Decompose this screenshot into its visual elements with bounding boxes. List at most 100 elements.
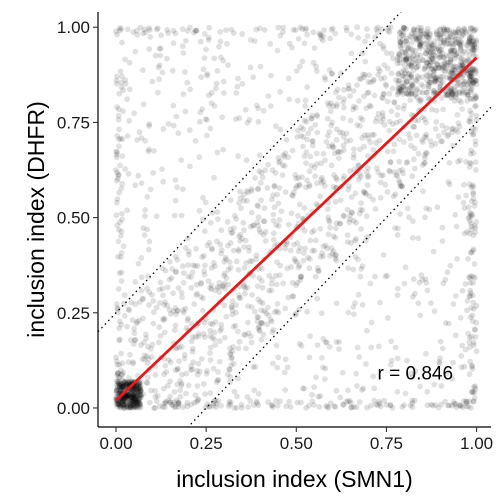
data-point bbox=[295, 264, 302, 271]
data-point bbox=[325, 405, 332, 411]
data-point bbox=[434, 204, 441, 211]
data-point bbox=[221, 272, 227, 279]
data-point bbox=[373, 165, 380, 172]
data-point bbox=[268, 281, 275, 287]
data-point bbox=[130, 404, 136, 411]
data-point bbox=[341, 96, 347, 102]
data-point bbox=[445, 36, 451, 43]
data-point bbox=[434, 46, 440, 52]
data-point bbox=[306, 183, 313, 190]
data-point bbox=[133, 396, 140, 403]
data-point bbox=[313, 150, 320, 157]
data-point bbox=[472, 327, 479, 333]
data-point bbox=[394, 232, 401, 238]
data-point bbox=[135, 382, 141, 389]
data-point bbox=[185, 235, 191, 242]
data-point bbox=[298, 132, 305, 139]
data-point bbox=[115, 381, 122, 388]
data-point bbox=[409, 374, 416, 380]
data-point bbox=[256, 323, 262, 330]
data-point bbox=[256, 275, 263, 281]
data-point bbox=[301, 227, 308, 234]
data-point bbox=[116, 387, 123, 393]
data-point bbox=[116, 325, 123, 331]
data-point bbox=[128, 394, 135, 401]
data-point bbox=[124, 395, 130, 402]
data-point bbox=[388, 50, 395, 57]
data-point bbox=[452, 98, 458, 104]
data-point bbox=[127, 399, 134, 406]
data-point bbox=[387, 402, 394, 409]
data-point bbox=[467, 87, 474, 94]
data-point bbox=[127, 404, 133, 411]
data-point bbox=[411, 397, 418, 404]
data-point bbox=[380, 95, 386, 102]
data-point bbox=[446, 402, 452, 409]
data-point bbox=[194, 383, 201, 389]
data-point bbox=[168, 311, 174, 317]
data-point bbox=[346, 398, 353, 404]
data-point bbox=[467, 73, 473, 79]
data-point bbox=[320, 178, 327, 185]
data-point bbox=[423, 205, 430, 212]
data-point bbox=[136, 392, 142, 399]
data-point bbox=[460, 81, 467, 88]
data-point bbox=[118, 25, 125, 32]
data-point bbox=[252, 363, 259, 370]
data-point bbox=[131, 387, 138, 394]
data-point bbox=[247, 64, 254, 71]
data-point bbox=[135, 402, 142, 409]
data-point bbox=[235, 266, 242, 273]
data-point bbox=[468, 86, 475, 92]
data-point bbox=[193, 245, 200, 252]
data-point bbox=[405, 63, 412, 69]
data-point bbox=[410, 123, 417, 130]
data-point bbox=[120, 381, 127, 387]
data-point bbox=[444, 269, 451, 276]
data-point bbox=[175, 130, 182, 137]
data-point bbox=[437, 74, 444, 80]
data-point bbox=[466, 35, 473, 41]
data-point bbox=[461, 181, 467, 188]
data-point bbox=[433, 76, 439, 83]
data-point bbox=[389, 85, 396, 92]
data-point bbox=[465, 330, 472, 337]
data-point bbox=[127, 404, 134, 410]
data-point bbox=[117, 404, 124, 411]
data-point bbox=[211, 263, 218, 269]
data-point bbox=[129, 391, 135, 398]
data-point bbox=[314, 265, 321, 271]
data-point bbox=[359, 116, 366, 123]
data-point bbox=[406, 70, 412, 77]
data-point bbox=[434, 74, 441, 80]
data-point bbox=[233, 258, 240, 265]
data-point bbox=[438, 401, 445, 408]
data-point bbox=[461, 26, 468, 33]
data-point bbox=[218, 227, 225, 234]
data-point bbox=[402, 73, 408, 80]
data-point bbox=[359, 301, 366, 308]
data-point bbox=[136, 317, 143, 324]
data-point bbox=[395, 71, 402, 78]
data-point bbox=[221, 270, 228, 277]
data-point bbox=[309, 391, 315, 398]
data-point bbox=[131, 403, 138, 410]
data-point bbox=[422, 160, 428, 166]
data-point bbox=[120, 401, 126, 408]
data-point bbox=[296, 182, 303, 189]
data-point bbox=[354, 82, 360, 88]
data-point bbox=[113, 151, 120, 158]
data-point bbox=[120, 87, 126, 94]
data-point bbox=[118, 398, 125, 405]
y-tick-label: 0.00 bbox=[57, 399, 90, 418]
data-point bbox=[133, 392, 140, 398]
data-point bbox=[466, 57, 472, 63]
data-point bbox=[458, 59, 464, 65]
data-point bbox=[172, 253, 179, 260]
data-point bbox=[473, 81, 480, 88]
data-point bbox=[471, 384, 477, 390]
data-point bbox=[420, 83, 427, 90]
data-point bbox=[126, 400, 133, 407]
data-point bbox=[406, 75, 413, 81]
x-tick-label: 0.00 bbox=[99, 434, 132, 453]
